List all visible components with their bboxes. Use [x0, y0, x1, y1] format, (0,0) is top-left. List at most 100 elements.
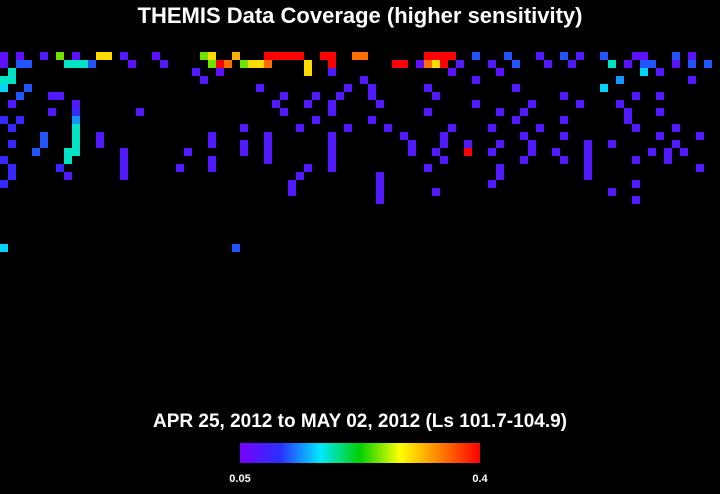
coverage-cell: [632, 156, 640, 164]
coverage-cell: [8, 172, 16, 180]
coverage-cell: [560, 52, 568, 60]
coverage-cell: [152, 52, 160, 60]
coverage-cell: [344, 84, 352, 92]
coverage-cell: [656, 132, 664, 140]
coverage-cell: [376, 196, 384, 204]
coverage-cell: [408, 148, 416, 156]
coverage-cell: [496, 68, 504, 76]
coverage-cell: [256, 84, 264, 92]
coverage-cell: [520, 156, 528, 164]
coverage-cell: [616, 100, 624, 108]
coverage-cell: [72, 140, 80, 148]
coverage-cell: [264, 148, 272, 156]
coverage-cell: [344, 124, 352, 132]
coverage-cell: [96, 52, 104, 60]
coverage-cell: [328, 148, 336, 156]
coverage-cell: [608, 60, 616, 68]
chart-title: THEMIS Data Coverage (higher sensitivity…: [138, 3, 583, 28]
coverage-cell: [72, 132, 80, 140]
coverage-cell: [160, 60, 168, 68]
coverage-cell: [0, 180, 8, 188]
coverage-cell: [424, 164, 432, 172]
coverage-cell: [240, 140, 248, 148]
coverage-cell: [512, 60, 520, 68]
coverage-cell: [280, 52, 288, 60]
coverage-cell: [400, 60, 408, 68]
coverage-cell: [304, 60, 312, 68]
coverage-cell: [264, 156, 272, 164]
coverage-cell: [632, 52, 640, 60]
coverage-cell: [72, 148, 80, 156]
coverage-cell: [512, 116, 520, 124]
coverage-cell: [0, 60, 8, 68]
coverage-cell: [584, 164, 592, 172]
coverage-cell: [368, 92, 376, 100]
coverage-cell: [288, 180, 296, 188]
coverage-cell: [560, 156, 568, 164]
coverage-cell: [656, 68, 664, 76]
coverage-cell: [16, 92, 24, 100]
coverage-cell: [656, 92, 664, 100]
coverage-cell: [200, 76, 208, 84]
coverage-cell: [432, 188, 440, 196]
coverage-cell: [360, 76, 368, 84]
coverage-cell: [440, 60, 448, 68]
coverage-cell: [0, 84, 8, 92]
coverage-cell: [328, 132, 336, 140]
coverage-cell: [632, 196, 640, 204]
coverage-cell: [672, 140, 680, 148]
coverage-cell: [488, 148, 496, 156]
coverage-cell: [0, 76, 8, 84]
coverage-cell: [632, 180, 640, 188]
coverage-cell: [640, 68, 648, 76]
coverage-cell: [296, 172, 304, 180]
coverage-cell: [376, 180, 384, 188]
coverage-cell: [40, 132, 48, 140]
coverage-cell: [528, 140, 536, 148]
coverage-cell: [536, 52, 544, 60]
coverage-cell: [528, 100, 536, 108]
coverage-cell: [464, 148, 472, 156]
coverage-cell: [328, 156, 336, 164]
coverage-cell: [280, 108, 288, 116]
coverage-cell: [40, 52, 48, 60]
coverage-cell: [688, 76, 696, 84]
coverage-cell: [8, 124, 16, 132]
coverage-cell: [296, 124, 304, 132]
coverage-cell: [312, 116, 320, 124]
coverage-cell: [40, 140, 48, 148]
coverage-cell: [600, 84, 608, 92]
coverage-cell: [576, 52, 584, 60]
coverage-cell: [328, 140, 336, 148]
coverage-cell: [576, 100, 584, 108]
coverage-cell: [704, 60, 712, 68]
coverage-cell: [440, 52, 448, 60]
coverage-cell: [464, 140, 472, 148]
coverage-cell: [16, 116, 24, 124]
coverage-cell: [56, 52, 64, 60]
coverage-cell: [376, 100, 384, 108]
coverage-cell: [552, 148, 560, 156]
coverage-cell: [120, 164, 128, 172]
coverage-cell: [656, 108, 664, 116]
coverage-cell: [264, 132, 272, 140]
coverage-cell: [640, 60, 648, 68]
coverage-cell: [272, 100, 280, 108]
coverage-cell: [96, 132, 104, 140]
coverage-cell: [488, 60, 496, 68]
coverage-cell: [264, 60, 272, 68]
coverage-cell: [416, 60, 424, 68]
coverage-cell: [304, 100, 312, 108]
coverage-cell: [440, 140, 448, 148]
coverage-cell: [368, 84, 376, 92]
coverage-cell: [448, 124, 456, 132]
coverage-cell: [488, 180, 496, 188]
coverage-cell: [432, 92, 440, 100]
coverage-cell: [648, 60, 656, 68]
coverage-cell: [528, 148, 536, 156]
coverage-cell: [424, 108, 432, 116]
coverage-cell: [424, 84, 432, 92]
coverage-cell: [64, 148, 72, 156]
coverage-cell: [72, 52, 80, 60]
